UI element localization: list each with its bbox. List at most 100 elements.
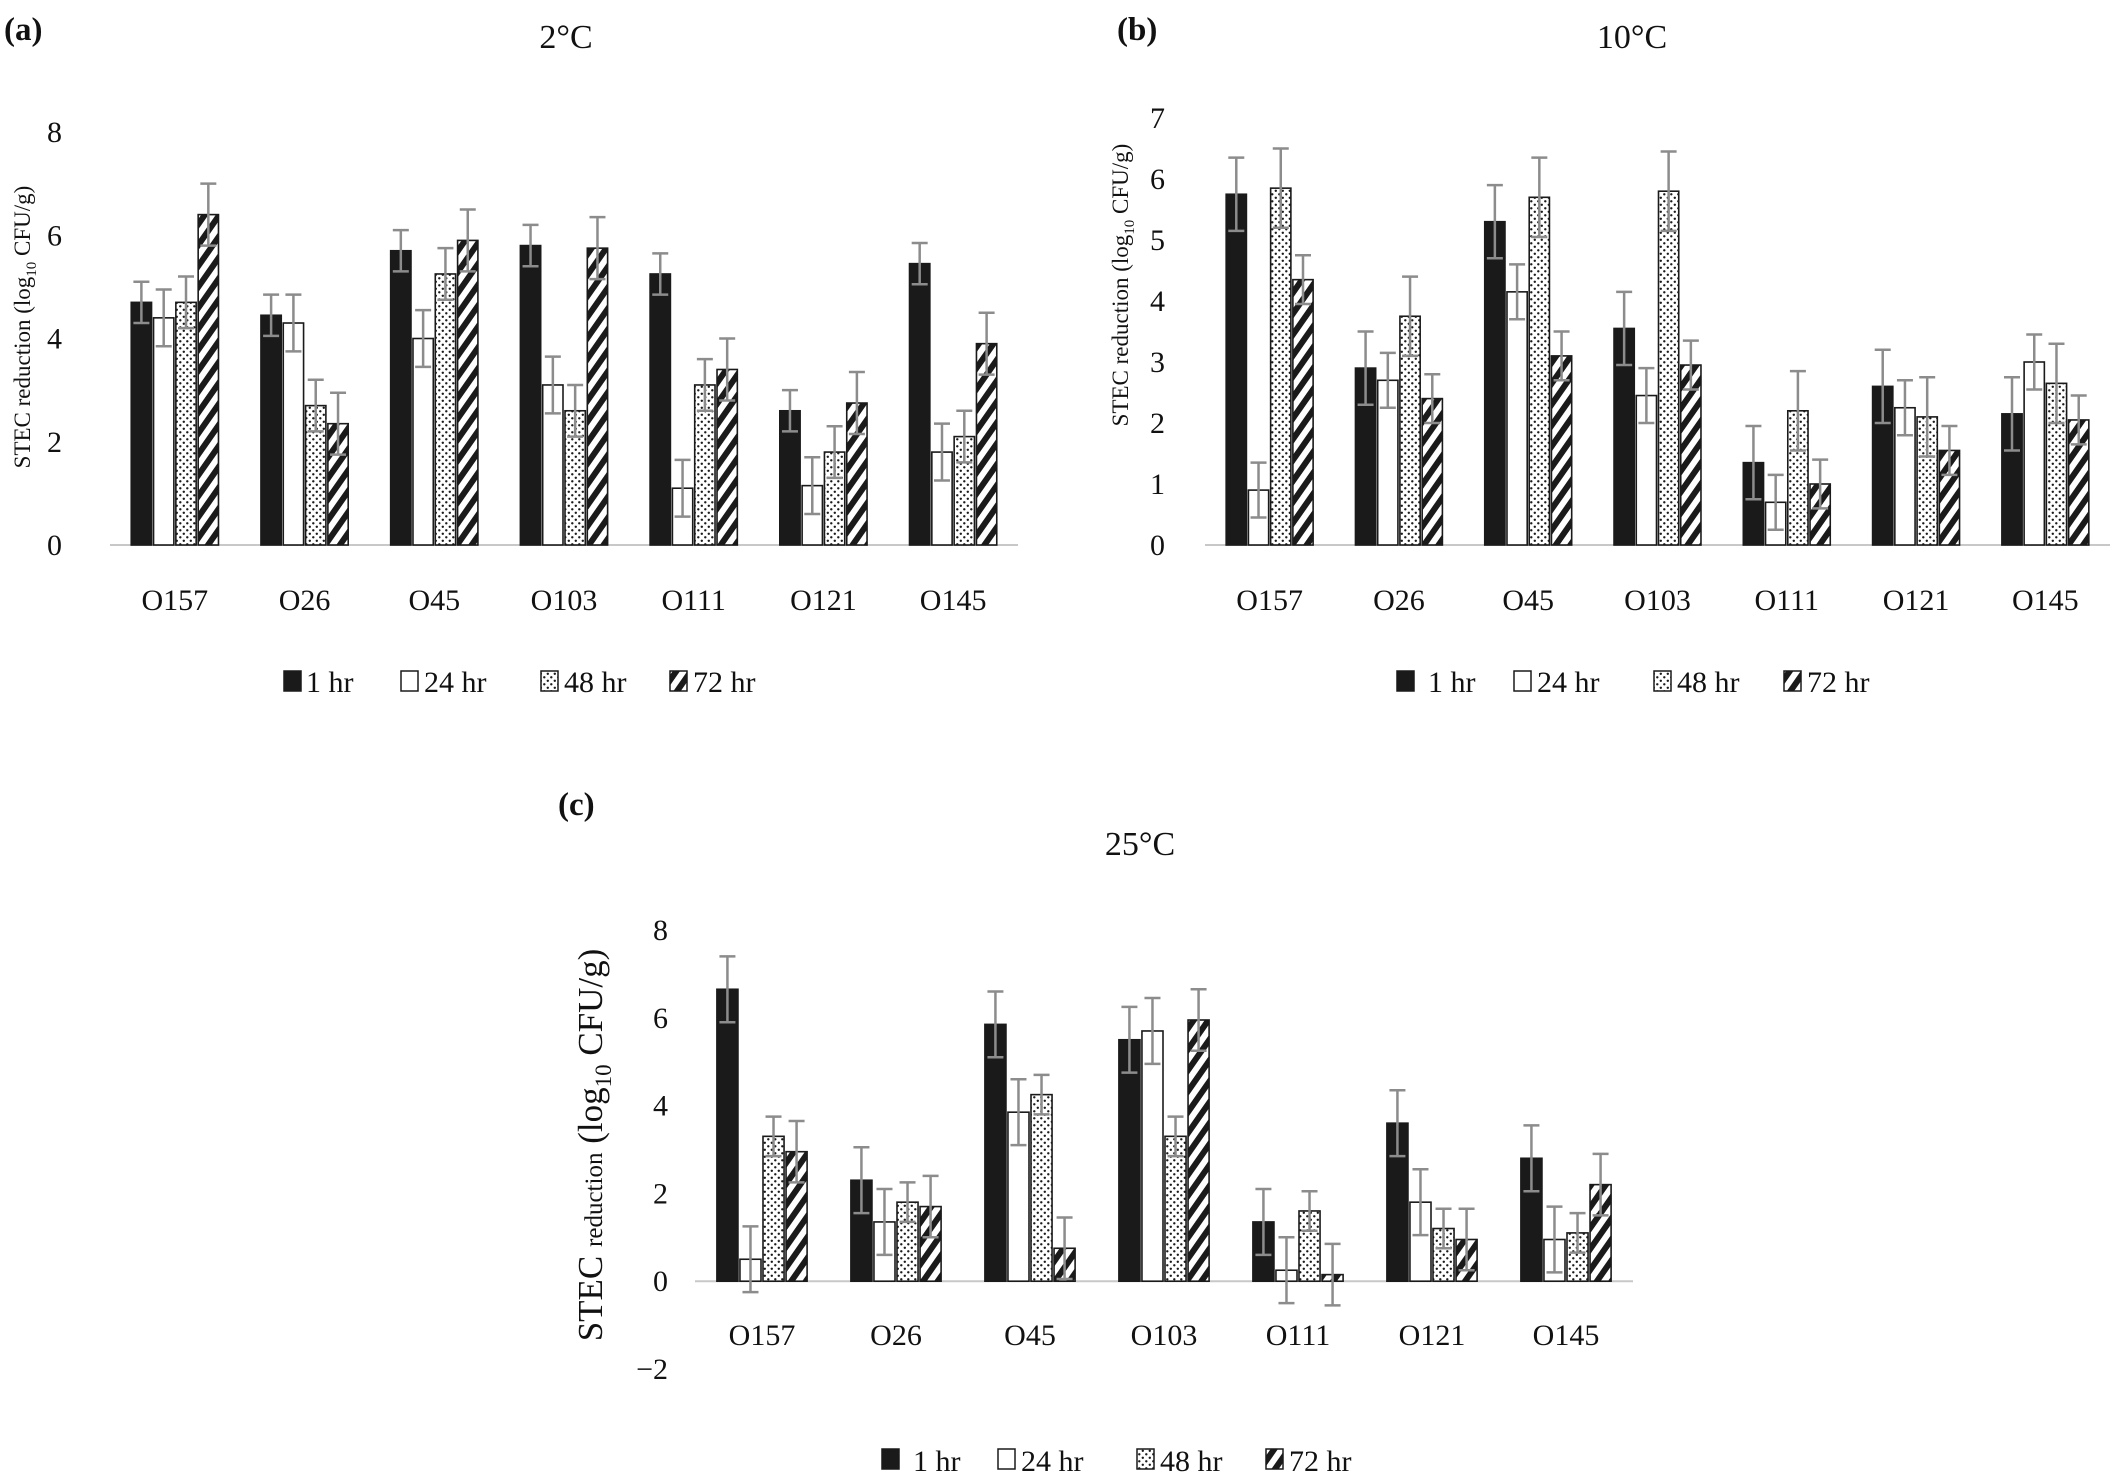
- panel-c-letter: (c): [558, 787, 595, 823]
- panel-a-plot: 0 2 4 6 8 O157 O26 O45 O103 O111 O121 O145: [47, 116, 1018, 617]
- x-tick-label: O111: [1266, 1319, 1330, 1352]
- x-tick-label: O103: [531, 584, 598, 617]
- bar-72hr-o103: [1187, 1019, 1210, 1282]
- legend-swatch-48hr: [1136, 1448, 1155, 1470]
- y-tick-label: 3: [1150, 346, 1165, 379]
- legend-swatch-1hr: [1396, 670, 1415, 692]
- panel-c-plot: −2 0 2 4 6 8 O157 O26 O45 O103 O111 O121 O145: [636, 914, 1633, 1386]
- panel-c-title: 25°C: [1105, 826, 1175, 863]
- legend-label-24hr: 24 hr: [424, 666, 487, 699]
- x-tick-label: O145: [920, 584, 987, 617]
- x-tick-label: O26: [870, 1319, 922, 1352]
- legend-label-1hr: 1 hr: [306, 666, 354, 699]
- bar-48hr-o45: [1528, 196, 1551, 546]
- y-tick-label: 6: [47, 219, 62, 252]
- panel-b-letter: (b): [1117, 12, 1157, 48]
- legend-label-48hr: 48 hr: [1160, 1445, 1223, 1478]
- panel-c: (c) 25°C STEC reduction (log10 CFU/g) −2…: [558, 787, 1633, 1478]
- x-tick-label: O103: [1624, 584, 1691, 617]
- legend-label-48hr: 48 hr: [564, 666, 627, 699]
- legend-swatch-1hr: [881, 1448, 900, 1470]
- legend-label-72hr: 72 hr: [1289, 1445, 1352, 1478]
- bar-24hr-o45: [1506, 291, 1529, 546]
- y-tick-label: 7: [1150, 102, 1165, 135]
- panel-b-plot: 0 1 2 3 4 5 6 7 O157 O26 O45 O103 O111 O121 O145: [1150, 102, 2110, 617]
- panel-b-legend: 1 hr 24 hr 48 hr 72 hr: [1396, 666, 1870, 699]
- bar-24hr-o157: [152, 317, 175, 546]
- bar-1hr-o26: [260, 314, 283, 546]
- panel-b-title: 10°C: [1597, 19, 1667, 56]
- y-tick-label: 4: [47, 323, 62, 356]
- panel-a: (a) 2°C STEC reduction (log10 CFU/g) 024…: [4, 12, 1018, 699]
- bar-1hr-o45: [1483, 220, 1506, 546]
- bar-48hr-o103: [1657, 190, 1680, 546]
- bar-1hr-o103: [1118, 1038, 1141, 1282]
- bar-48hr-o45: [1030, 1093, 1053, 1282]
- x-tick-label: O145: [1533, 1319, 1600, 1352]
- bar-48hr-o45: [434, 273, 457, 546]
- panel-a-legend: 1 hr 24 hr 48 hr 72 hr: [283, 666, 756, 699]
- bar-24hr-o103: [1141, 1030, 1164, 1282]
- x-tick-label: O103: [1131, 1319, 1198, 1352]
- x-tick-label: O121: [790, 584, 857, 617]
- bar-1hr-o157: [130, 301, 153, 546]
- y-tick-label: 0: [653, 1265, 668, 1298]
- legend-swatch-48hr: [540, 670, 559, 692]
- y-tick-label: 6: [1150, 163, 1165, 196]
- x-tick-label: O157: [1236, 584, 1303, 617]
- legend-swatch-72hr: [1783, 670, 1802, 692]
- x-tick-label: O26: [1373, 584, 1425, 617]
- bar-24hr-o26: [282, 322, 305, 546]
- bar-1hr-o157: [1225, 193, 1248, 546]
- y-tick-label: 2: [653, 1177, 668, 1210]
- x-tick-label: O111: [1755, 584, 1819, 617]
- bar-72hr-o157: [197, 213, 220, 546]
- y-tick-label: 0: [47, 529, 62, 562]
- x-tick-label: O45: [1502, 584, 1554, 617]
- bar-48hr-o157: [762, 1135, 785, 1282]
- legend-swatch-24hr: [997, 1448, 1016, 1470]
- panel-b-ylabel: STEC reduction (log10 CFU/g): [1108, 144, 1138, 427]
- y-tick-label: 0: [1150, 529, 1165, 562]
- x-tick-label: O45: [1004, 1319, 1056, 1352]
- panel-a-ylabel: STEC reduction (log10 CFU/g): [10, 186, 40, 469]
- panel-a-letter: (a): [4, 12, 42, 48]
- legend-swatch-72hr: [1265, 1448, 1284, 1470]
- y-tick-label: 2: [47, 426, 62, 459]
- bar-1hr-o103: [519, 244, 542, 546]
- legend-swatch-24hr: [1513, 670, 1532, 692]
- bar-72hr-o45: [1550, 355, 1573, 546]
- legend-swatch-72hr: [669, 670, 688, 692]
- panel-b: (b) 10°C STEC reduction (log10 CFU/g) 0 1…: [1108, 12, 2110, 699]
- x-tick-label: O26: [279, 584, 331, 617]
- bar-48hr-o157: [175, 301, 197, 546]
- legend-swatch-24hr: [400, 670, 419, 692]
- y-tick-label: 8: [47, 116, 62, 149]
- y-tick-label: 4: [1150, 285, 1165, 318]
- bar-1hr-o45: [389, 249, 412, 546]
- bar-72hr-o103: [586, 247, 609, 546]
- y-tick-label: 8: [653, 914, 668, 947]
- x-tick-label: O121: [1399, 1319, 1466, 1352]
- y-tick-label: −2: [636, 1353, 668, 1386]
- legend-label-72hr: 72 hr: [1807, 666, 1870, 699]
- y-tick-label: 2: [1150, 407, 1165, 440]
- legend-label-72hr: 72 hr: [693, 666, 756, 699]
- y-tick-label: 4: [653, 1090, 668, 1123]
- bar-1hr-o145: [908, 262, 931, 546]
- y-tick-label: 6: [653, 1002, 668, 1035]
- bar-72hr-o45: [456, 239, 479, 546]
- panel-a-title: 2°C: [539, 19, 592, 56]
- legend-swatch-48hr: [1653, 670, 1672, 692]
- x-tick-label: O121: [1883, 584, 1950, 617]
- legend-label-24hr: 24 hr: [1537, 666, 1600, 699]
- x-tick-label: O157: [142, 584, 209, 617]
- bar-1hr-o111: [649, 273, 672, 546]
- legend-label-48hr: 48 hr: [1677, 666, 1740, 699]
- x-tick-label: O157: [729, 1319, 796, 1352]
- bar-48hr-o157: [1269, 187, 1292, 546]
- panel-c-legend: 1 hr 24 hr 48 hr 72 hr: [881, 1445, 1352, 1478]
- bar-1hr-o45: [984, 1023, 1007, 1283]
- legend-label-1hr: 1 hr: [913, 1445, 961, 1478]
